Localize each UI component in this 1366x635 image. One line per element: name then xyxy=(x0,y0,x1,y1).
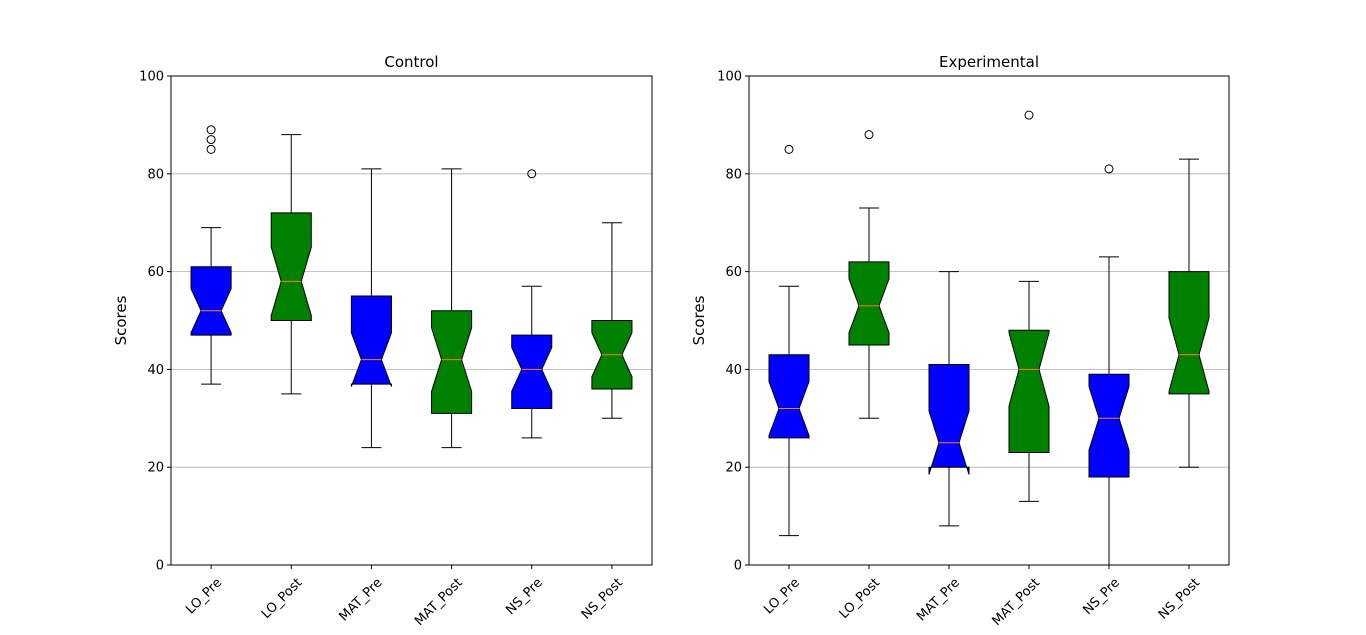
x-tick-label: NS_Post xyxy=(1156,575,1203,622)
x-tick-label: MAT_Pre xyxy=(337,575,386,624)
y-tick-label: 0 xyxy=(734,559,742,574)
y-tick-label: 80 xyxy=(147,167,164,182)
ns-pre-outlier xyxy=(527,169,537,179)
x-tick-label: LO_Post xyxy=(259,575,305,621)
lo-pre-box xyxy=(768,354,810,439)
x-tick-label: MAT_Pre xyxy=(914,575,963,624)
ns-pre-box xyxy=(1088,373,1130,478)
mat-pre-box xyxy=(350,295,392,387)
y-tick-label: 20 xyxy=(725,461,742,476)
mat-post-box xyxy=(1008,329,1050,454)
plot-frame xyxy=(170,75,653,566)
x-tick-label: MAT_Post xyxy=(412,575,466,629)
x-tick-label: NS_Pre xyxy=(503,575,546,618)
x-tick-label: LO_Pre xyxy=(183,575,225,617)
x-tick-label: LO_Post xyxy=(837,575,883,621)
control-panel: 0 20 40 60 80 100 LO_Pre LO_Post MAT_Pre MAT_Post… xyxy=(112,53,653,629)
lo-post-outlier xyxy=(864,130,874,140)
lo-pre-outlier xyxy=(206,125,216,135)
chart-title: Experimental xyxy=(939,53,1039,71)
y-tick-label: 60 xyxy=(725,265,742,280)
y-tick-label: 100 xyxy=(139,70,164,85)
x-tick-label: NS_Pre xyxy=(1081,575,1124,618)
mat-post-box xyxy=(431,310,473,414)
plot-frame xyxy=(748,75,1230,566)
experimental-panel: 0 20 40 60 80 100 LO_Pre LO_Post MAT_Pre MAT_Post… xyxy=(690,53,1230,629)
lo-pre-outlier xyxy=(784,144,794,154)
chart-title: Control xyxy=(384,53,438,71)
y-axis-label: Scores xyxy=(690,295,708,345)
ns-pre-outlier xyxy=(1104,164,1114,174)
x-tick-label: LO_Pre xyxy=(761,575,803,617)
lo-pre-box xyxy=(190,266,232,336)
mat-post-outlier xyxy=(1024,110,1034,120)
y-tick-label: 20 xyxy=(147,461,164,476)
lo-post-box xyxy=(270,212,312,321)
y-tick-label: 100 xyxy=(717,70,742,85)
lo-pre-outlier xyxy=(206,135,216,145)
y-tick-label: 0 xyxy=(156,559,164,574)
y-tick-label: 80 xyxy=(725,167,742,182)
y-tick-label: 60 xyxy=(147,265,164,280)
lo-pre-outlier xyxy=(206,144,216,154)
mat-pre-box xyxy=(928,364,970,475)
ns-pre-box xyxy=(511,334,553,410)
y-tick-label: 40 xyxy=(147,363,164,378)
y-tick-label: 40 xyxy=(725,363,742,378)
lo-post-box xyxy=(848,261,890,346)
x-tick-label: NS_Post xyxy=(579,575,626,622)
x-tick-label: MAT_Post xyxy=(989,575,1043,629)
ns-post-box xyxy=(1168,271,1210,395)
y-axis-label: Scores xyxy=(112,295,130,345)
